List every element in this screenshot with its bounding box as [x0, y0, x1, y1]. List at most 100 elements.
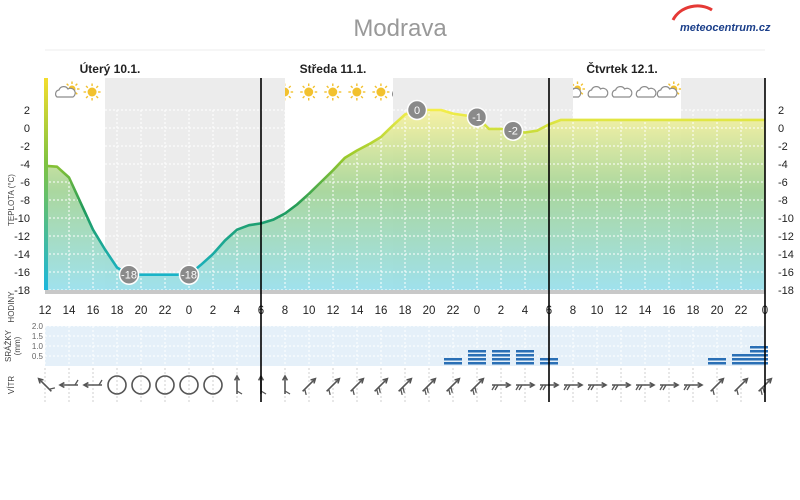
- sun-icon: [83, 83, 101, 101]
- wind-strength-barb: [686, 384, 691, 391]
- y-tick-right: -10: [778, 213, 794, 225]
- precip-bar-segment: [732, 354, 750, 357]
- hour-tick: 14: [63, 305, 76, 317]
- sun-ray: [302, 85, 305, 89]
- sun-ray: [360, 85, 364, 89]
- wind-arrow-icon: [398, 377, 413, 396]
- wind-arrow-head: [82, 381, 89, 389]
- wind-row: [37, 368, 773, 402]
- y-tick-right: -12: [778, 231, 794, 243]
- wind-arrow-icon: [82, 379, 103, 389]
- sun-ray: [312, 95, 316, 99]
- sun-ray: [288, 95, 292, 99]
- wind-strength-barb: [614, 384, 619, 391]
- wind-arrow-icon: [635, 381, 656, 391]
- wind-arrow-icon: [734, 377, 749, 396]
- precip-bar-segment: [708, 358, 726, 361]
- wind-strength-barb: [474, 386, 477, 393]
- precip-tick: 2.0: [32, 322, 44, 331]
- precip-tick: 1.5: [32, 332, 44, 341]
- wind-arrow-head: [718, 377, 725, 384]
- sun-disc: [87, 87, 97, 97]
- precip-bar-segment: [468, 362, 486, 365]
- cloud-shape: [587, 86, 609, 98]
- day-dividers: [260, 78, 766, 402]
- y-tick-left: -10: [14, 213, 30, 225]
- precip-bar-segment: [732, 362, 750, 365]
- sun-ray: [75, 92, 78, 95]
- precip-tick: 1.0: [32, 342, 44, 351]
- hour-tick: 10: [591, 305, 604, 317]
- hour-tick: 20: [711, 305, 724, 317]
- wind-strength-barb: [662, 384, 667, 391]
- precip-bar-segment: [516, 350, 534, 353]
- sun-ray: [85, 95, 89, 99]
- wind-strength-barb: [518, 384, 523, 391]
- temperature-axis-label: TEPLOTA (°C): [7, 174, 16, 226]
- sun-ray: [336, 85, 340, 89]
- wind-strength-barb: [74, 379, 79, 386]
- sun-ray: [676, 83, 680, 86]
- wind-strength-barb: [515, 384, 520, 391]
- temperature-bubble-label: -18: [181, 270, 197, 282]
- temperature-series-line: [44, 108, 765, 276]
- wind-arrow-icon: [563, 381, 584, 391]
- wind-strength-barb: [590, 384, 595, 391]
- wind-arrow-icon: [350, 377, 365, 396]
- temperature-bubble: [178, 264, 200, 285]
- precip-bar-segment: [750, 358, 768, 361]
- wind-arrow-icon: [257, 374, 267, 395]
- sun-ray: [288, 85, 292, 89]
- wind-strength-barb: [236, 390, 243, 395]
- wind-arrow-head: [37, 377, 44, 384]
- sun-disc: [304, 87, 314, 97]
- wind-arrow-icon: [470, 377, 485, 396]
- precip-bar-segment: [516, 358, 534, 361]
- hour-tick: 22: [447, 305, 460, 317]
- hour-tick: 8: [570, 305, 576, 317]
- y-tick-left: 2: [24, 105, 30, 117]
- wind-strength-barb: [424, 389, 427, 396]
- hour-tick: 12: [615, 305, 628, 317]
- wind-arrow-icon: [491, 381, 512, 391]
- precip-bar-segment: [516, 362, 534, 365]
- precip-bar-segment: [750, 346, 768, 349]
- y-tick-left: -6: [20, 177, 30, 189]
- wind-arrow-head: [281, 374, 289, 381]
- precip-axis-label: SRÁŽKY: [4, 329, 13, 362]
- hours-axis: 1214161820220246810121416182022024681012…: [39, 290, 768, 317]
- wind-arrow-icon: [587, 381, 608, 391]
- hour-tick: 0: [474, 305, 480, 317]
- day-label-thursday: Čtvrtek 12.1.: [586, 61, 657, 76]
- sun-ray: [360, 95, 364, 99]
- partly-cloudy-icon: [55, 81, 80, 98]
- temperature-bubble: [406, 99, 428, 121]
- wind-strength-barb: [448, 389, 451, 396]
- hour-tick: 10: [303, 305, 316, 317]
- temperature-bubbles: -18 -18 0 -1 -2: [118, 99, 524, 285]
- y-tick-right: -2: [778, 141, 788, 153]
- y-tick-left: -12: [14, 231, 30, 243]
- hour-tick: 2: [498, 305, 504, 317]
- wind-strength-barb: [566, 384, 571, 391]
- wind-arrow-head: [505, 381, 512, 389]
- wind-strength-barb: [659, 384, 664, 391]
- wind-arrow-head: [334, 377, 341, 384]
- y-tick-right: -8: [778, 195, 788, 207]
- wind-arrow-head: [577, 381, 584, 389]
- y-tick-right: 0: [778, 123, 784, 135]
- wind-strength-barb: [98, 379, 103, 386]
- wind-arrow-head: [382, 377, 389, 384]
- hour-tick: 4: [234, 305, 241, 317]
- sun-ray: [580, 83, 584, 86]
- y-tick-left: 0: [24, 123, 30, 135]
- sun-disc: [376, 87, 386, 97]
- hours-axis-band: [45, 292, 765, 310]
- temperature-bubble-label: -1: [472, 112, 482, 124]
- wind-arrow-head: [430, 377, 437, 384]
- cloud-shape: [55, 86, 76, 98]
- precip-unit-label: (mm): [13, 336, 22, 355]
- wind-arrow-head: [478, 377, 485, 384]
- wind-arrow-head: [553, 381, 560, 389]
- sun-ray: [66, 83, 69, 86]
